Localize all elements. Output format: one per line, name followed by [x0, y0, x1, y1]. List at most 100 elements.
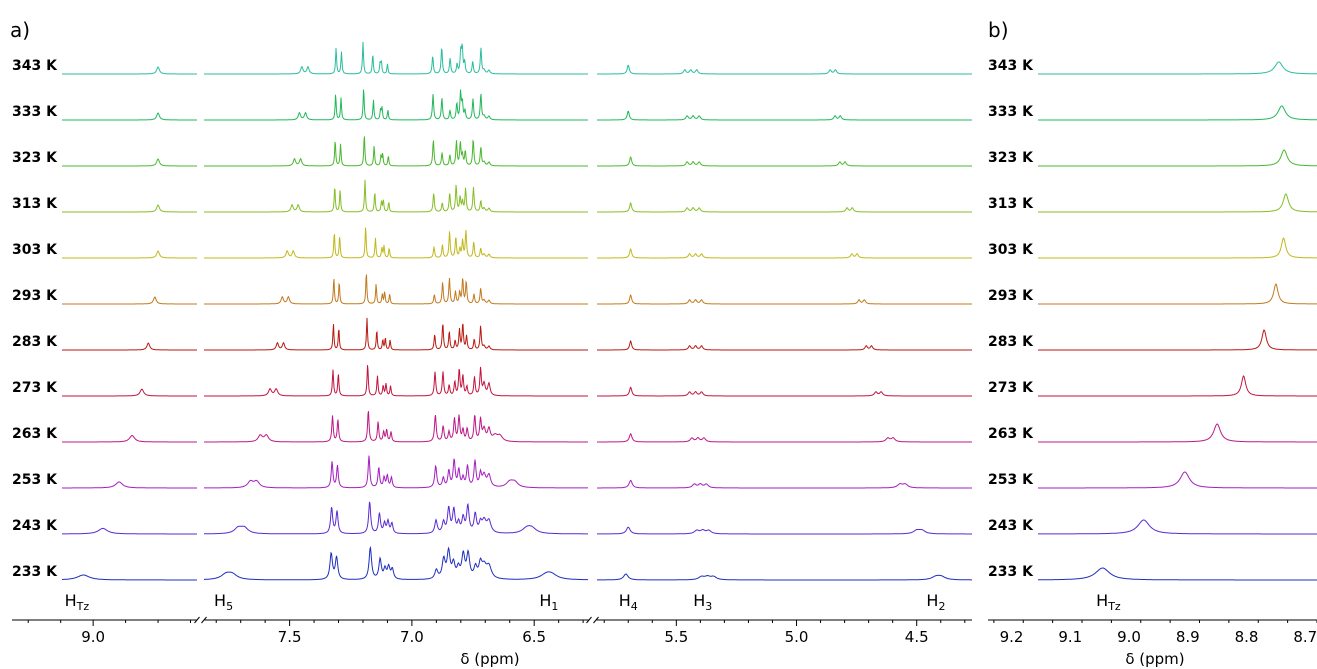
temperature-label: 333 K	[12, 104, 58, 120]
spectrum-line-a	[62, 342, 197, 351]
panel-label-b: b)	[988, 18, 1009, 42]
axis-break-mark	[194, 616, 200, 624]
temperature-label: 303 K	[12, 242, 58, 258]
spectrum-line-a	[204, 545, 589, 581]
spectrum-line-b	[1038, 237, 1317, 259]
spectrum-line-b	[1038, 149, 1317, 167]
axis-break-mark	[593, 616, 599, 624]
spectrum-line-b	[1038, 567, 1317, 581]
tick-label: 8.7	[1293, 628, 1317, 646]
spectrum-line-a	[204, 227, 588, 259]
peak-label: H2	[926, 591, 945, 613]
peak-label: H5	[214, 591, 233, 613]
peak-label: H4	[619, 591, 638, 613]
panel-label-a: a)	[10, 18, 30, 42]
tick-label: 8.9	[1176, 628, 1200, 646]
spectrum-line-a	[597, 526, 972, 535]
peak-label: HTz	[65, 591, 90, 613]
spectrum-line-b	[1038, 283, 1317, 305]
temperature-label: 233 K	[12, 564, 58, 580]
spectrum-line-a	[62, 388, 197, 397]
axis-break-mark	[586, 616, 592, 624]
axis-break-mark	[201, 616, 207, 624]
spectrum-line-a	[204, 365, 588, 397]
tick-label: 7.5	[278, 628, 302, 646]
spectrum-line-a	[204, 89, 588, 121]
spectrum-line-a	[204, 455, 588, 489]
temperature-label: 323 K	[988, 150, 1034, 166]
spectrum-line-a	[62, 481, 197, 489]
tick-label: 6.5	[522, 628, 546, 646]
tick-label: 5.0	[785, 628, 809, 646]
spectrum-line-a	[62, 574, 197, 581]
tick-label: 5.5	[664, 628, 688, 646]
spectrum-line-a	[62, 434, 197, 443]
spectrum-line-a	[597, 386, 972, 397]
spectrum-line-b	[1038, 105, 1317, 121]
x-axis-title-b: δ (ppm)	[1125, 650, 1184, 668]
temperature-label: 243 K	[12, 518, 58, 534]
spectrum-line-a	[204, 274, 588, 305]
spectrum-line-a	[597, 64, 972, 75]
spectrum-line-a	[597, 202, 972, 213]
spectrum-line-b	[1038, 375, 1317, 397]
spectrum-line-a	[597, 110, 972, 121]
temperature-label: 263 K	[988, 426, 1034, 442]
temperature-label: 233 K	[988, 564, 1034, 580]
x-axis-title-a: δ (ppm)	[460, 650, 519, 668]
tick-label: 9.0	[1117, 628, 1141, 646]
spectra-plots: 343 K 333 K 323 K 313 K 303 K 293 K 283 K 273 K…	[12, 41, 1317, 668]
spectrum-line-b	[1038, 423, 1317, 443]
spectrum-line-a	[62, 204, 197, 213]
spectrum-line-a	[62, 296, 197, 305]
spectrum-line-b	[1038, 519, 1317, 535]
spectrum-line-a	[204, 136, 588, 167]
temperature-label: 293 K	[988, 288, 1034, 304]
temperature-label: 343 K	[988, 58, 1034, 74]
peak-label: HTz	[1096, 591, 1121, 613]
spectrum-line-a	[62, 158, 197, 167]
spectrum-line-a	[62, 66, 197, 75]
spectrum-line-a	[62, 112, 197, 121]
spectrum-line-b	[1038, 471, 1317, 489]
spectrum-line-a	[62, 527, 197, 535]
temperature-label: 253 K	[988, 472, 1034, 488]
temperature-label: 313 K	[12, 196, 58, 212]
temperature-label: 273 K	[12, 380, 58, 396]
temperature-label: 313 K	[988, 196, 1034, 212]
tick-label: 9.0	[81, 628, 105, 646]
temperature-label: 273 K	[988, 380, 1034, 396]
peak-label: H3	[693, 591, 712, 613]
temperature-label: 263 K	[12, 426, 58, 442]
axis-break-gap	[196, 616, 205, 624]
spectrum-line-b	[1038, 329, 1317, 351]
temperature-label: 303 K	[988, 242, 1034, 258]
spectrum-line-b	[1038, 61, 1317, 75]
temperature-label: 243 K	[988, 518, 1034, 534]
spectrum-line-a	[597, 248, 972, 259]
temperature-label: 333 K	[988, 104, 1034, 120]
spectrum-line-a	[597, 573, 972, 581]
spectrum-line-a	[204, 317, 588, 351]
spectrum-line-b	[1038, 193, 1317, 213]
temperature-label: 283 K	[988, 334, 1034, 350]
tick-label: 7.0	[400, 628, 424, 646]
spectrum-line-a	[597, 479, 972, 489]
spectrum-line-a	[204, 179, 588, 213]
spectrum-line-a	[204, 411, 588, 443]
temperature-label: 283 K	[12, 334, 58, 350]
spectrum-line-a	[597, 294, 972, 305]
temperature-label: 293 K	[12, 288, 58, 304]
temperature-label: 253 K	[12, 472, 58, 488]
tick-label: 9.2	[1000, 628, 1024, 646]
axis-break-gap	[588, 616, 597, 624]
spectrum-line-a	[597, 340, 972, 351]
spectrum-line-a	[597, 433, 972, 443]
spectrum-line-a	[204, 41, 588, 75]
temperature-label: 323 K	[12, 150, 58, 166]
tick-label: 8.8	[1235, 628, 1259, 646]
spectrum-line-a	[62, 250, 197, 259]
spectrum-line-a	[597, 156, 972, 167]
spectrum-line-a	[204, 501, 588, 535]
